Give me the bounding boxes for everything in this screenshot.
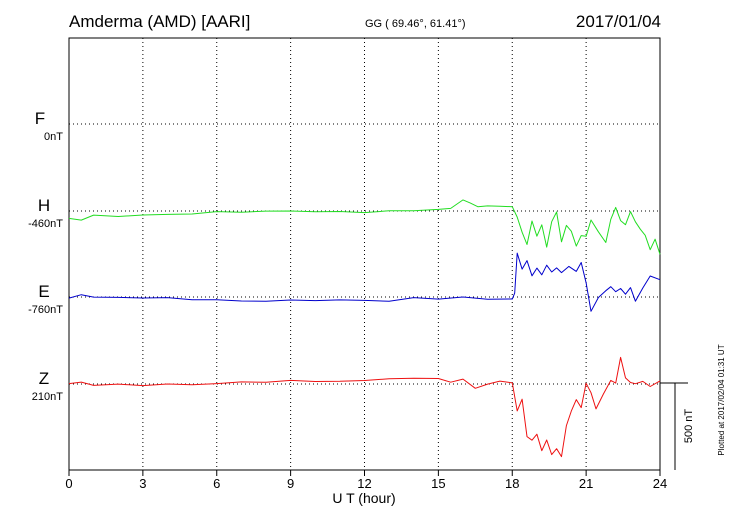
x-tick-label-9: 9 [287,476,294,491]
date-label: 2017/01/04 [576,12,661,31]
baseline-label-E: -760nT [28,304,63,316]
x-axis-label: U T (hour) [332,490,395,506]
series-name-H: H [38,196,50,215]
baseline-label-Z: 210nT [32,391,63,403]
x-tick-label-0: 0 [65,476,72,491]
series-name-E: E [38,282,49,301]
series-line-E [68,252,661,312]
series-lines [68,199,661,458]
baseline-label-F: 0nT [44,131,63,143]
plotted-timestamp: Plotted at 2017/02/04 01:31 UT [717,344,726,455]
series-line-H [68,199,661,255]
scale-bar-label: 500 nT [683,409,695,444]
x-tick-label-12: 12 [357,476,371,491]
x-tick-label-21: 21 [579,476,593,491]
x-tick-label-15: 15 [431,476,445,491]
x-tick-label-18: 18 [505,476,519,491]
series-name-Z: Z [39,369,49,388]
series-line-Z [68,356,661,458]
geo-coordinates: GG ( 69.46°, 61.41°) [365,18,466,30]
baseline-label-H: -460nT [28,218,63,230]
series-name-F: F [35,109,45,128]
x-ticks: 0 3 6 9 12 15 18 21 24 [65,470,667,491]
x-tick-label-3: 3 [139,476,146,491]
x-tick-label-24: 24 [653,476,667,491]
grid [69,38,660,470]
x-tick-label-6: 6 [213,476,220,491]
station-title: Amderma (AMD) [AARI] [69,12,250,31]
